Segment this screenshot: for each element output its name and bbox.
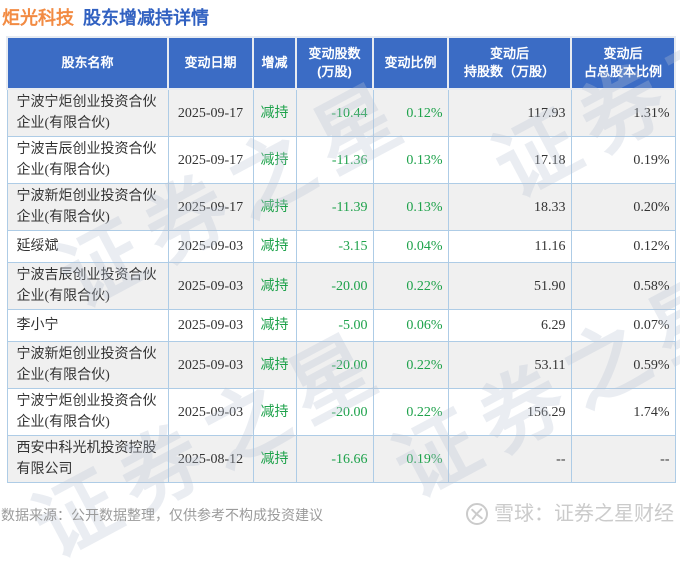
cell-action: 减持 <box>252 435 297 483</box>
cell-change-ratio: 0.22% <box>372 388 449 436</box>
cell-action: 减持 <box>252 88 297 137</box>
table-row: 延绥斌 2025-09-03 减持 -3.15 0.04% 11.16 0.12… <box>6 230 676 263</box>
xueqiu-logo-icon <box>465 502 494 526</box>
cell-change-date: 2025-08-12 <box>167 435 254 483</box>
cell-change-ratio: 0.22% <box>372 341 449 389</box>
table-row: 宁波新炬创业投资合伙企业(有限合伙) 2025-09-17 减持 -11.39 … <box>6 183 676 231</box>
cell-ratio-after: 0.12% <box>570 230 676 263</box>
cell-change-ratio: 0.12% <box>372 88 449 137</box>
holders-table: 股东名称 变动日期 增减 变动股数 (万股) 变动比例 变动后 持股数（万股） … <box>6 36 676 483</box>
cell-ratio-after: 0.07% <box>570 309 676 342</box>
cell-ratio-after: 1.74% <box>570 388 676 436</box>
col-header-change-ratio: 变动比例 <box>372 36 449 90</box>
cell-change-ratio: 0.06% <box>372 309 449 342</box>
cell-ratio-after: -- <box>570 435 676 483</box>
cell-ratio-after: 0.20% <box>570 183 676 231</box>
cell-action: 减持 <box>252 183 297 231</box>
report-title: 股东增减持详情 <box>83 8 209 28</box>
cell-holding-after: 17.18 <box>447 136 572 184</box>
cell-holding-after: 53.11 <box>447 341 572 389</box>
cell-action: 减持 <box>252 341 297 389</box>
cell-shareholder-name: 宁波宁炬创业投资合伙企业(有限合伙) <box>6 88 169 137</box>
cell-change-shares: -20.00 <box>295 388 374 436</box>
cell-change-date: 2025-09-03 <box>167 341 254 389</box>
cell-change-ratio: 0.19% <box>372 435 449 483</box>
cell-action: 减持 <box>252 262 297 310</box>
cell-change-date: 2025-09-17 <box>167 136 254 184</box>
cell-shareholder-name: 宁波新炬创业投资合伙企业(有限合伙) <box>6 341 169 389</box>
cell-holding-after: 51.90 <box>447 262 572 310</box>
table-row: 宁波吉辰创业投资合伙企业(有限合伙) 2025-09-17 减持 -11.36 … <box>6 136 676 184</box>
table-row: 西安中科光机投资控股有限公司 2025-08-12 减持 -16.66 0.19… <box>6 435 676 483</box>
cell-change-shares: -5.00 <box>295 309 374 342</box>
cell-change-shares: -11.36 <box>295 136 374 184</box>
cell-ratio-after: 0.59% <box>570 341 676 389</box>
cell-change-ratio: 0.04% <box>372 230 449 263</box>
footer: 数据来源：公开数据整理，仅供参考不构成投资建议 雪球：证券之星财经 <box>0 502 680 527</box>
cell-action: 减持 <box>252 388 297 436</box>
cell-ratio-after: 1.31% <box>570 88 676 137</box>
cell-holding-after: 117.93 <box>447 88 572 137</box>
col-header-ratio-after: 变动后 占总股本比例 <box>570 36 676 90</box>
cell-shareholder-name: 西安中科光机投资控股有限公司 <box>6 435 169 483</box>
col-header-holding-after: 变动后 持股数（万股） <box>447 36 572 90</box>
cell-holding-after: -- <box>447 435 572 483</box>
cell-change-date: 2025-09-03 <box>167 309 254 342</box>
cell-change-date: 2025-09-03 <box>167 262 254 310</box>
table-row: 宁波宁炬创业投资合伙企业(有限合伙) 2025-09-17 减持 -10.44 … <box>6 88 676 137</box>
cell-change-ratio: 0.13% <box>372 136 449 184</box>
table-row: 宁波宁炬创业投资合伙企业(有限合伙) 2025-09-03 减持 -20.00 … <box>6 388 676 436</box>
cell-change-shares: -20.00 <box>295 341 374 389</box>
table-row: 宁波新炬创业投资合伙企业(有限合伙) 2025-09-03 减持 -20.00 … <box>6 341 676 389</box>
cell-holding-after: 156.29 <box>447 388 572 436</box>
brand-label: 雪球：证券之星财经 <box>494 503 674 525</box>
cell-change-shares: -20.00 <box>295 262 374 310</box>
cell-change-shares: -10.44 <box>295 88 374 137</box>
col-header-change-shares: 变动股数 (万股) <box>295 36 374 90</box>
data-source-note: 数据来源：公开数据整理，仅供参考不构成投资建议 <box>1 507 323 523</box>
cell-shareholder-name: 宁波宁炬创业投资合伙企业(有限合伙) <box>6 388 169 436</box>
col-header-change-date: 变动日期 <box>167 36 254 90</box>
cell-change-ratio: 0.13% <box>372 183 449 231</box>
cell-change-shares: -3.15 <box>295 230 374 263</box>
brand-attribution: 雪球：证券之星财经 <box>465 502 674 526</box>
cell-change-shares: -11.39 <box>295 183 374 231</box>
cell-change-date: 2025-09-17 <box>167 183 254 231</box>
cell-change-shares: -16.66 <box>295 435 374 483</box>
cell-holding-after: 18.33 <box>447 183 572 231</box>
cell-holding-after: 11.16 <box>447 230 572 263</box>
cell-ratio-after: 0.19% <box>570 136 676 184</box>
col-header-action: 增减 <box>252 36 297 90</box>
cell-change-ratio: 0.22% <box>372 262 449 310</box>
cell-action: 减持 <box>252 230 297 263</box>
cell-change-date: 2025-09-17 <box>167 88 254 137</box>
table-row: 李小宁 2025-09-03 减持 -5.00 0.06% 6.29 0.07% <box>6 309 676 342</box>
cell-shareholder-name: 宁波吉辰创业投资合伙企业(有限合伙) <box>6 262 169 310</box>
table-body: 宁波宁炬创业投资合伙企业(有限合伙) 2025-09-17 减持 -10.44 … <box>6 88 676 483</box>
cell-action: 减持 <box>252 136 297 184</box>
table-row: 宁波吉辰创业投资合伙企业(有限合伙) 2025-09-03 减持 -20.00 … <box>6 262 676 310</box>
cell-change-date: 2025-09-03 <box>167 388 254 436</box>
cell-change-date: 2025-09-03 <box>167 230 254 263</box>
stock-name: 炬光科技 <box>2 8 74 28</box>
cell-shareholder-name: 宁波新炬创业投资合伙企业(有限合伙) <box>6 183 169 231</box>
cell-action: 减持 <box>252 309 297 342</box>
cell-shareholder-name: 李小宁 <box>6 309 169 342</box>
cell-holding-after: 6.29 <box>447 309 572 342</box>
cell-shareholder-name: 延绥斌 <box>6 230 169 263</box>
col-header-shareholder-name: 股东名称 <box>6 36 169 90</box>
table-header-row: 股东名称 变动日期 增减 变动股数 (万股) 变动比例 变动后 持股数（万股） … <box>6 36 676 90</box>
cell-shareholder-name: 宁波吉辰创业投资合伙企业(有限合伙) <box>6 136 169 184</box>
page-title: 炬光科技 股东增减持详情 <box>2 6 680 31</box>
cell-ratio-after: 0.58% <box>570 262 676 310</box>
